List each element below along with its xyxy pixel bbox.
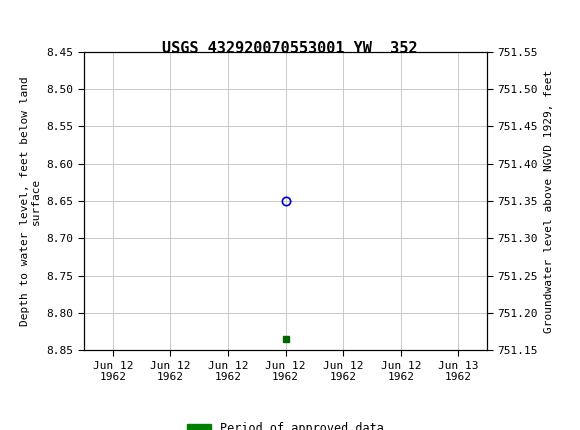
Text: ≋USGS: ≋USGS (9, 7, 59, 25)
Y-axis label: Groundwater level above NGVD 1929, feet: Groundwater level above NGVD 1929, feet (543, 69, 554, 333)
Legend: Period of approved data: Period of approved data (183, 418, 389, 430)
Y-axis label: Depth to water level, feet below land
surface: Depth to water level, feet below land su… (20, 76, 41, 326)
Text: USGS 432920070553001 YW  352: USGS 432920070553001 YW 352 (162, 41, 418, 56)
